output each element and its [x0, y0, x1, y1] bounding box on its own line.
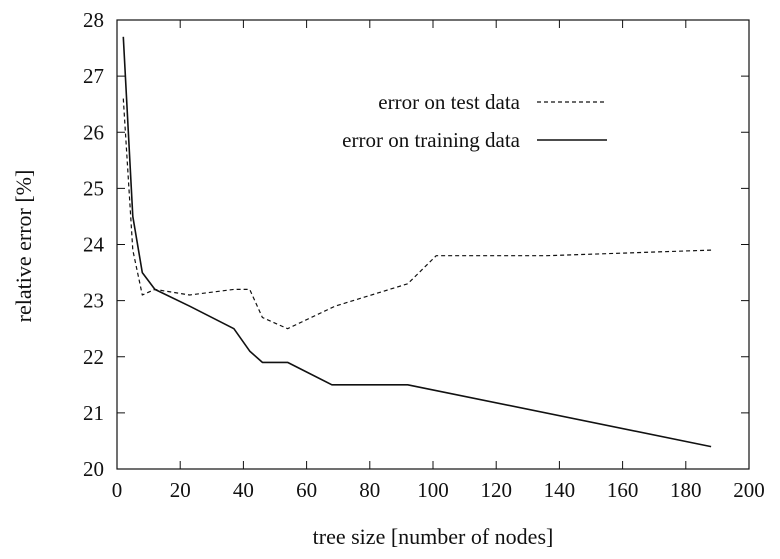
y-tick-label: 23: [83, 289, 104, 313]
x-tick-label: 160: [607, 478, 639, 502]
y-tick-label: 22: [83, 345, 104, 369]
x-axis-title: tree size [number of nodes]: [313, 524, 554, 549]
legend-label-training: error on training data: [342, 128, 521, 152]
y-tick-label: 28: [83, 8, 104, 32]
y-tick-label: 27: [83, 64, 104, 88]
x-tick-label: 40: [233, 478, 254, 502]
plot-frame: [116, 19, 750, 470]
legend-label-test: error on test data: [378, 90, 520, 114]
x-tick-label: 0: [112, 478, 123, 502]
x-tick-label: 180: [670, 478, 702, 502]
axes: 0 20 40 60 80 100 120 140 160 180 200 20 21 22 23 24 25 2…: [83, 8, 765, 502]
y-tick-label: 26: [83, 120, 104, 144]
x-tick-label: 60: [296, 478, 317, 502]
y-tick-label: 21: [83, 401, 104, 425]
x-tick-label: 100: [417, 478, 449, 502]
plot-series: [122, 36, 712, 448]
y-tick-label: 25: [83, 176, 104, 200]
y-tick-label: 24: [83, 233, 105, 257]
series-line-test: [122, 98, 712, 330]
x-tick-label: 20: [170, 478, 191, 502]
x-tick-label: 140: [544, 478, 576, 502]
y-axis-title: relative error [%]: [11, 170, 36, 323]
legend: error on test data error on training data: [342, 90, 607, 152]
y-tick-label: 20: [83, 457, 104, 481]
x-tick-label: 120: [480, 478, 512, 502]
x-tick-label: 80: [359, 478, 380, 502]
x-tick-label: 200: [733, 478, 765, 502]
series-line-training: [122, 36, 712, 448]
